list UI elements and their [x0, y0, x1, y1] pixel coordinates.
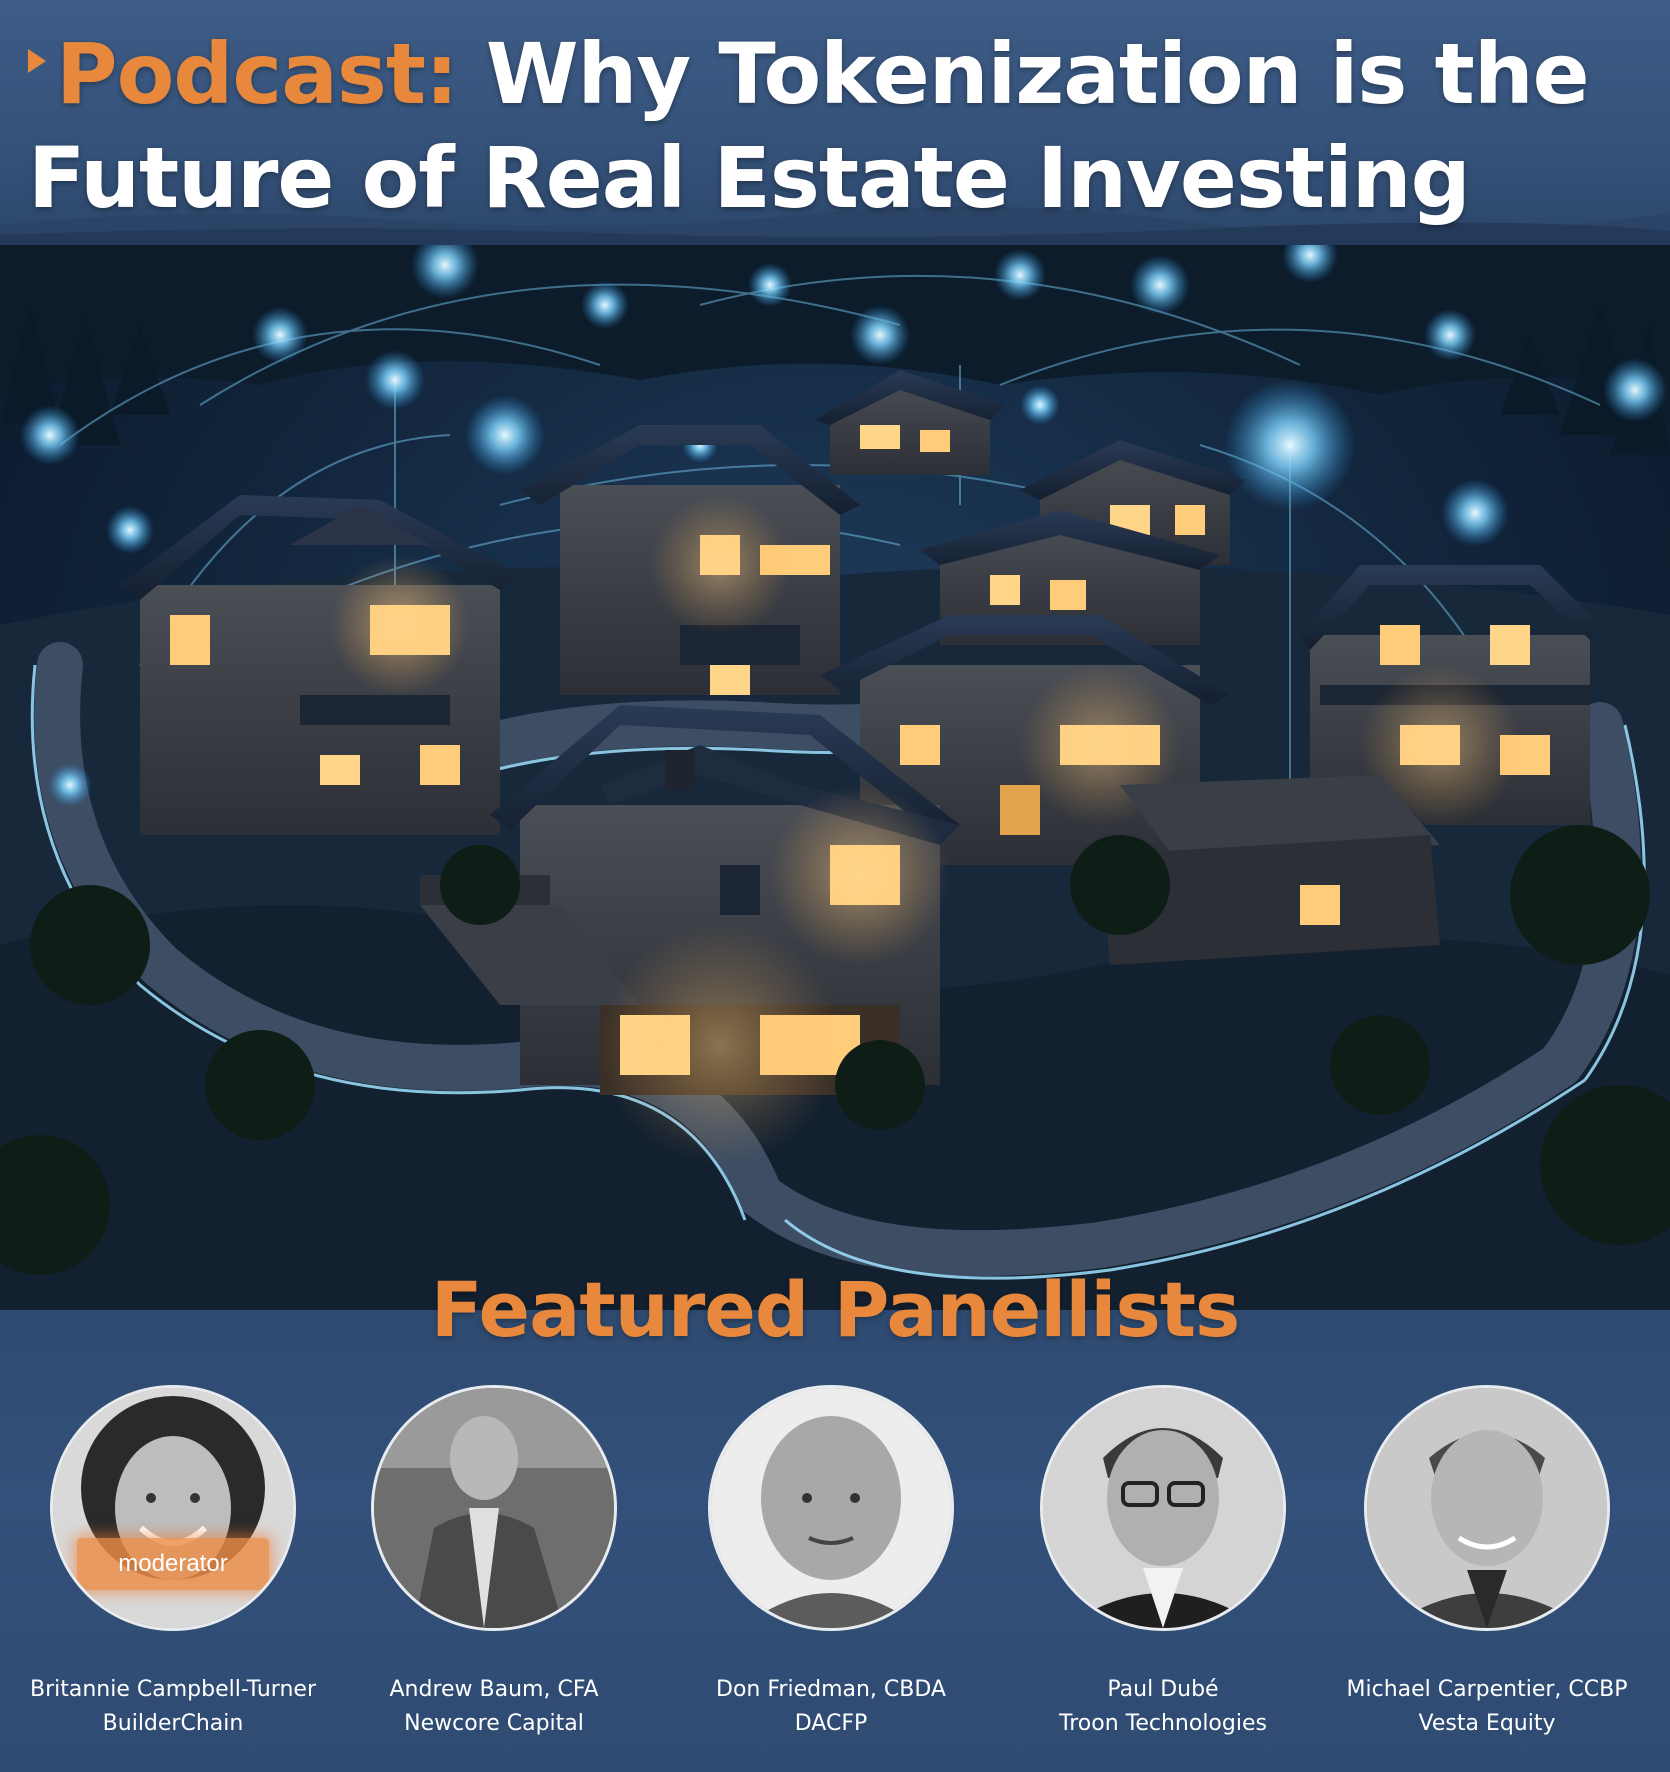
panelist-photo: [708, 1385, 954, 1631]
panelist-photo: [1040, 1385, 1286, 1631]
neighborhood-illustration: [0, 245, 1670, 1310]
panelist-name: Britannie Campbell-Turner: [30, 1677, 316, 1702]
header-banner: Podcast: Why Tokenization is the Future …: [0, 0, 1670, 245]
panelist-company: DACFP: [794, 1711, 868, 1736]
panelist-card: Paul Dubé Troon Technologies: [1003, 1385, 1323, 1741]
panelist-card: Michael Carpentier, CCBP Vesta Equity: [1327, 1385, 1647, 1741]
panelist-name: Paul Dubé: [1107, 1677, 1219, 1702]
panelist-company: BuilderChain: [102, 1711, 244, 1736]
title-accent: Podcast:: [56, 25, 459, 123]
play-triangle-icon: [28, 49, 46, 73]
panelist-card: moderator Britannie Campbell-Turner Buil…: [13, 1385, 333, 1741]
panelist-name: Don Friedman, CBDA: [716, 1677, 946, 1702]
header-hills: [0, 206, 1670, 245]
panelist-company: Troon Technologies: [1059, 1711, 1267, 1736]
panelist-company: Vesta Equity: [1418, 1711, 1556, 1736]
panelists-heading: Featured Panellists: [430, 1265, 1241, 1354]
page-title: Podcast: Why Tokenization is the Future …: [28, 22, 1648, 230]
panelist-name: Andrew Baum, CFA: [389, 1677, 599, 1702]
panelist-photo: moderator: [50, 1385, 296, 1631]
panelist-photo: [1364, 1385, 1610, 1631]
panelist-card: Don Friedman, CBDA DACFP: [671, 1385, 991, 1741]
title-text: Why Tokenization is the Future of Real E…: [28, 25, 1590, 227]
panelist-company: Newcore Capital: [404, 1711, 584, 1736]
moderator-badge: moderator: [77, 1538, 269, 1590]
panelist-name: Michael Carpentier, CCBP: [1346, 1677, 1628, 1702]
panelist-card: Andrew Baum, CFA Newcore Capital: [334, 1385, 654, 1741]
panelist-photo: [371, 1385, 617, 1631]
